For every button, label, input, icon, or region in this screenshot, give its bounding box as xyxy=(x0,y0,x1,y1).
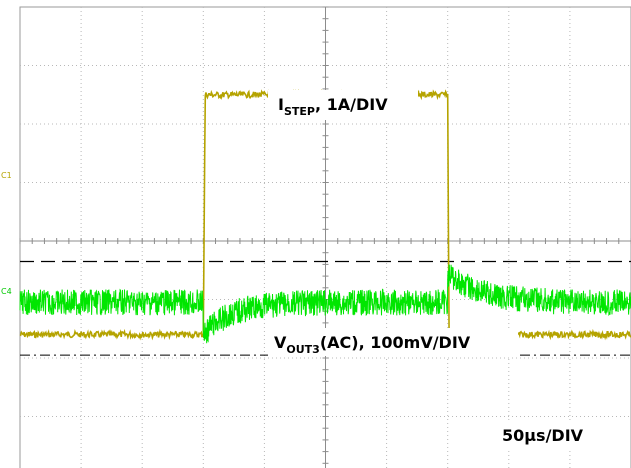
istep-label-rest: , 1A/DIV xyxy=(315,95,388,114)
vout-label-sub: OUT3 xyxy=(286,343,319,356)
timebase-label: 50µs/DIV xyxy=(502,426,584,445)
channel-1-marker: C1 xyxy=(1,171,12,180)
istep-label: ISTEP, 1A/DIV xyxy=(278,95,388,118)
istep-label-sub: STEP xyxy=(284,105,315,118)
istep-label-bg xyxy=(268,90,418,120)
vout-label-rest: (AC), 100mV/DIV xyxy=(320,333,471,352)
vout-label: VOUT3(AC), 100mV/DIV xyxy=(274,333,471,356)
vout-label-main: V xyxy=(274,333,287,352)
grid xyxy=(19,6,631,468)
timebase-label-bg xyxy=(496,420,616,448)
istep-label-main: I xyxy=(278,95,284,114)
vout-label-bg xyxy=(268,328,518,356)
channel-4-marker: C4 xyxy=(1,287,12,296)
vout-trace xyxy=(19,264,631,344)
